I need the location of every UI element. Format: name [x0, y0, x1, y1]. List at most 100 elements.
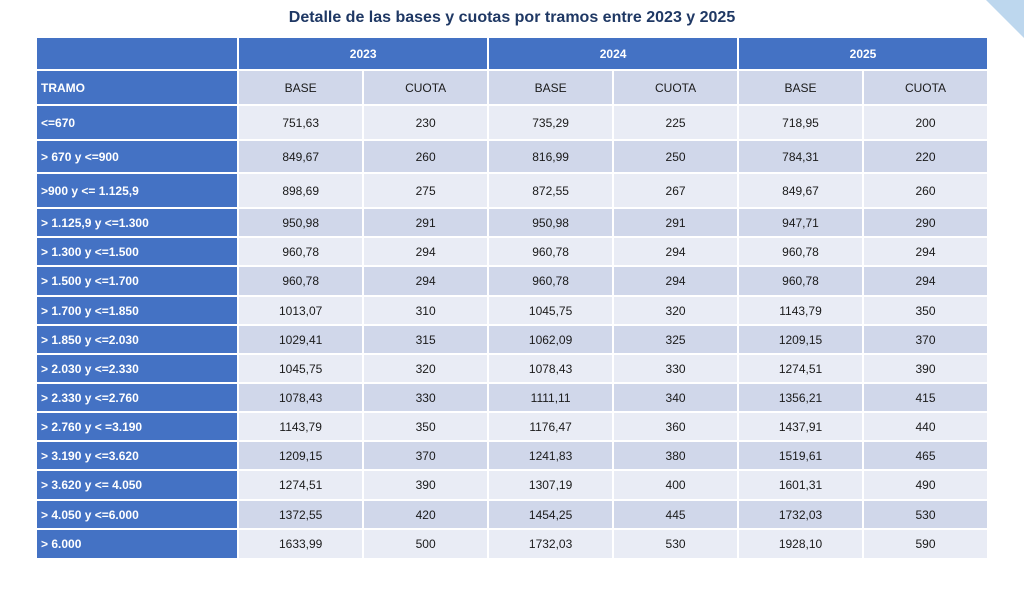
- base-2025-cell: 784,31: [739, 141, 862, 172]
- base-2025-cell: 960,78: [739, 238, 862, 265]
- tramo-label: > 2.760 y < =3.190: [37, 413, 238, 440]
- base-2024-cell: 960,78: [489, 238, 613, 265]
- cuota-2023-cell: 291: [364, 209, 488, 236]
- cuota-2025-cell: 260: [863, 174, 987, 207]
- base-2025-cell: 1519,61: [739, 442, 862, 469]
- tramo-label: > 3.620 y <= 4.050: [37, 471, 238, 499]
- cuota-2024-cell: 445: [614, 501, 738, 528]
- tramo-label: > 1.850 y <=2.030: [37, 326, 238, 353]
- base-header-2024: BASE: [489, 71, 613, 104]
- base-2024-cell: 1045,75: [489, 297, 613, 324]
- page-title: Detalle de las bases y cuotas por tramos…: [288, 9, 736, 26]
- cuota-2023-cell: 370: [364, 442, 488, 469]
- cuota-2024-cell: 530: [614, 530, 738, 558]
- cuota-2024-cell: 380: [614, 442, 738, 469]
- tramo-label: <=670: [37, 106, 238, 139]
- cuota-2023-cell: 420: [364, 501, 488, 528]
- cuota-2025-cell: 200: [863, 106, 987, 139]
- cuota-2023-cell: 294: [364, 267, 488, 295]
- base-header-2025: BASE: [739, 71, 862, 104]
- table-row: > 1.125,9 y <=1.300 950,98 291 950,98 291 947…: [37, 209, 987, 236]
- base-2024-cell: 1062,09: [489, 326, 613, 353]
- cuota-2025-cell: 490: [863, 471, 987, 499]
- base-2024-cell: 1732,03: [489, 530, 613, 558]
- corner-decoration: [986, 0, 1024, 38]
- base-2024-cell: 1241,83: [489, 442, 613, 469]
- base-2024-cell: 1078,43: [489, 355, 613, 382]
- cuota-2024-cell: 340: [614, 384, 738, 411]
- cuota-2023-cell: 260: [364, 141, 488, 172]
- tramo-header: TRAMO: [37, 71, 238, 104]
- cuota-2023-cell: 275: [364, 174, 488, 207]
- base-2023-cell: 849,67: [239, 141, 363, 172]
- base-2025-cell: 960,78: [739, 267, 862, 295]
- base-2024-cell: 872,55: [489, 174, 613, 207]
- table-row: > 1.700 y <=1.850 1013,07 310 1045,75 320 114…: [37, 297, 987, 324]
- tramo-label: >900 y <= 1.125,9: [37, 174, 238, 207]
- base-2023-cell: 950,98: [239, 209, 363, 236]
- column-header-row: TRAMO BASE CUOTA BASE CUOTA BASE CUOTA: [37, 71, 987, 104]
- cuota-2024-cell: 294: [614, 267, 738, 295]
- base-2023-cell: 1274,51: [239, 471, 363, 499]
- table-row: > 1.300 y <=1.500 960,78 294 960,78 294 960,7…: [37, 238, 987, 265]
- tramo-label: > 6.000: [37, 530, 238, 558]
- table-row: > 2.330 y <=2.760 1078,43 330 1111,11 340 135…: [37, 384, 987, 411]
- cuota-2024-cell: 320: [614, 297, 738, 324]
- cuota-2025-cell: 390: [863, 355, 987, 382]
- cuota-2023-cell: 230: [364, 106, 488, 139]
- base-2025-cell: 1437,91: [739, 413, 862, 440]
- base-header-2023: BASE: [239, 71, 363, 104]
- base-2023-cell: 1633,99: [239, 530, 363, 558]
- table-row: > 1.500 y <=1.700 960,78 294 960,78 294 960,7…: [37, 267, 987, 295]
- tramo-label: > 2.330 y <=2.760: [37, 384, 238, 411]
- cuota-2024-cell: 330: [614, 355, 738, 382]
- table-row: <=670 751,63 230 735,29 225 718,95 200: [37, 106, 987, 139]
- year-header-row: 2023 2024 2025: [37, 38, 987, 69]
- cuota-2025-cell: 294: [863, 267, 987, 295]
- base-2024-cell: 1307,19: [489, 471, 613, 499]
- cuota-2025-cell: 415: [863, 384, 987, 411]
- cuota-2024-cell: 250: [614, 141, 738, 172]
- cuota-2023-cell: 294: [364, 238, 488, 265]
- cuota-2023-cell: 315: [364, 326, 488, 353]
- cuota-2023-cell: 310: [364, 297, 488, 324]
- table-row: > 2.030 y <=2.330 1045,75 320 1078,43 330 127…: [37, 355, 987, 382]
- cuota-2024-cell: 267: [614, 174, 738, 207]
- base-2023-cell: 1045,75: [239, 355, 363, 382]
- base-2024-cell: 950,98: [489, 209, 613, 236]
- cuota-2023-cell: 500: [364, 530, 488, 558]
- cuota-2023-cell: 350: [364, 413, 488, 440]
- base-2023-cell: 1209,15: [239, 442, 363, 469]
- tramo-label: > 4.050 y <=6.000: [37, 501, 238, 528]
- base-2023-cell: 751,63: [239, 106, 363, 139]
- table-row: > 3.620 y <= 4.050 1274,51 390 1307,19 400 16…: [37, 471, 987, 499]
- cuota-header-2025: CUOTA: [863, 71, 987, 104]
- cuota-2023-cell: 320: [364, 355, 488, 382]
- year-header-2025: 2025: [739, 38, 987, 69]
- cuota-2024-cell: 400: [614, 471, 738, 499]
- cuota-2025-cell: 465: [863, 442, 987, 469]
- cuota-2024-cell: 360: [614, 413, 738, 440]
- base-2024-cell: 735,29: [489, 106, 613, 139]
- cuota-2023-cell: 330: [364, 384, 488, 411]
- base-2025-cell: 1356,21: [739, 384, 862, 411]
- year-header-2024: 2024: [489, 38, 738, 69]
- tramo-label: > 1.700 y <=1.850: [37, 297, 238, 324]
- table-row: > 3.190 y <=3.620 1209,15 370 1241,83 380 151…: [37, 442, 987, 469]
- header-corner-cell: [37, 38, 238, 69]
- cuota-2025-cell: 530: [863, 501, 987, 528]
- cuota-2024-cell: 294: [614, 238, 738, 265]
- base-2024-cell: 816,99: [489, 141, 613, 172]
- cuota-2024-cell: 325: [614, 326, 738, 353]
- base-2025-cell: 1209,15: [739, 326, 862, 353]
- base-2024-cell: 1176,47: [489, 413, 613, 440]
- cuota-2024-cell: 225: [614, 106, 738, 139]
- base-2023-cell: 1078,43: [239, 384, 363, 411]
- cuota-2024-cell: 291: [614, 209, 738, 236]
- table-row: > 2.760 y < =3.190 1143,79 350 1176,47 360 14…: [37, 413, 987, 440]
- cuota-2025-cell: 220: [863, 141, 987, 172]
- base-2025-cell: 1143,79: [739, 297, 862, 324]
- base-2025-cell: 849,67: [739, 174, 862, 207]
- tramo-label: > 670 y <=900: [37, 141, 238, 172]
- table-row: >900 y <= 1.125,9 898,69 275 872,55 267 849,6…: [37, 174, 987, 207]
